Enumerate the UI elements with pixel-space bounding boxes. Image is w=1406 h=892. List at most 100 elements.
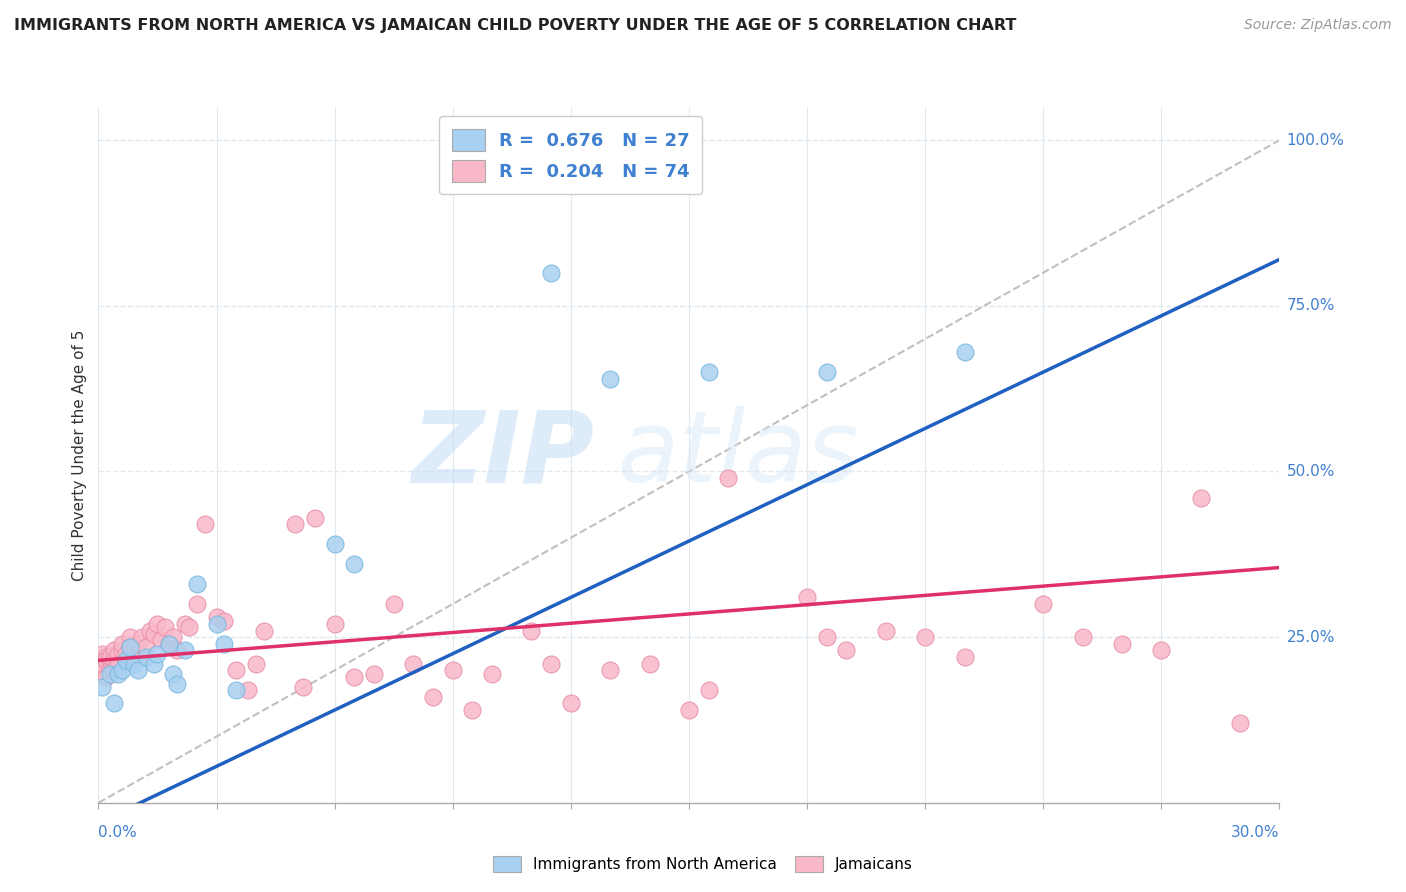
Point: [96, 670, 118, 684]
Text: atlas: atlas: [619, 407, 859, 503]
Point: [835, 643, 858, 657]
Point: [1229, 716, 1251, 731]
Point: [953, 345, 976, 359]
Point: [1111, 637, 1133, 651]
Point: [96, 650, 118, 665]
Point: [157, 637, 180, 651]
Point: [127, 637, 149, 651]
Point: [127, 650, 149, 665]
Point: [177, 620, 200, 634]
Point: [194, 517, 217, 532]
Point: [815, 365, 838, 379]
Point: [214, 637, 236, 651]
Point: [186, 577, 208, 591]
Point: [146, 647, 169, 661]
Point: [174, 643, 197, 657]
Point: [540, 266, 562, 280]
Point: [111, 637, 134, 651]
Point: [96, 653, 118, 667]
Text: ZIP: ZIP: [412, 407, 595, 503]
Text: 50.0%: 50.0%: [1286, 464, 1334, 479]
Point: [205, 610, 228, 624]
Point: [292, 680, 315, 694]
Point: [135, 640, 157, 654]
Point: [98, 666, 121, 681]
Point: [284, 517, 307, 532]
Point: [162, 666, 184, 681]
Point: [253, 624, 276, 638]
Point: [599, 372, 621, 386]
Text: 30.0%: 30.0%: [1232, 825, 1279, 840]
Point: [678, 703, 700, 717]
Point: [138, 624, 160, 638]
Point: [914, 630, 936, 644]
Point: [1150, 643, 1173, 657]
Point: [111, 643, 134, 657]
Point: [323, 537, 346, 551]
Point: [122, 657, 145, 671]
Legend: Immigrants from North America, Jamaicans: Immigrants from North America, Jamaicans: [485, 848, 921, 880]
Point: [599, 663, 621, 677]
Point: [186, 597, 208, 611]
Point: [150, 633, 173, 648]
Point: [118, 640, 141, 654]
Point: [815, 630, 838, 644]
Point: [91, 657, 114, 671]
Point: [1189, 491, 1212, 505]
Point: [98, 653, 121, 667]
Point: [115, 653, 138, 667]
Point: [127, 663, 149, 677]
Point: [461, 703, 484, 717]
Point: [174, 616, 197, 631]
Point: [225, 663, 247, 677]
Point: [363, 666, 385, 681]
Point: [98, 663, 121, 677]
Point: [91, 663, 114, 677]
Text: 0.0%: 0.0%: [98, 825, 138, 840]
Point: [103, 643, 125, 657]
Point: [422, 690, 444, 704]
Point: [103, 697, 125, 711]
Point: [560, 697, 582, 711]
Point: [115, 647, 138, 661]
Point: [953, 650, 976, 665]
Point: [135, 650, 157, 665]
Point: [717, 471, 740, 485]
Point: [146, 616, 169, 631]
Point: [98, 650, 121, 665]
Point: [103, 663, 125, 677]
Point: [520, 624, 543, 638]
Text: Source: ZipAtlas.com: Source: ZipAtlas.com: [1244, 18, 1392, 32]
Point: [107, 657, 129, 671]
Point: [142, 657, 165, 671]
Text: 100.0%: 100.0%: [1286, 133, 1344, 148]
Point: [166, 676, 188, 690]
Text: 25.0%: 25.0%: [1286, 630, 1334, 645]
Point: [481, 666, 503, 681]
Point: [214, 614, 236, 628]
Point: [155, 620, 177, 634]
Point: [91, 680, 114, 694]
Point: [697, 365, 720, 379]
Text: 75.0%: 75.0%: [1286, 298, 1334, 313]
Point: [118, 630, 141, 644]
Point: [162, 630, 184, 644]
Legend: R =  0.676   N = 27, R =  0.204   N = 74: R = 0.676 N = 27, R = 0.204 N = 74: [440, 116, 702, 194]
Text: IMMIGRANTS FROM NORTH AMERICA VS JAMAICAN CHILD POVERTY UNDER THE AGE OF 5 CORRE: IMMIGRANTS FROM NORTH AMERICA VS JAMAICA…: [14, 18, 1017, 33]
Point: [343, 670, 366, 684]
Y-axis label: Child Poverty Under the Age of 5: Child Poverty Under the Age of 5: [72, 329, 87, 581]
Point: [245, 657, 267, 671]
Point: [131, 630, 153, 644]
Point: [441, 663, 464, 677]
Point: [107, 666, 129, 681]
Point: [1071, 630, 1094, 644]
Point: [304, 511, 326, 525]
Point: [142, 627, 165, 641]
Point: [638, 657, 661, 671]
Point: [107, 647, 129, 661]
Point: [166, 643, 188, 657]
Point: [382, 597, 405, 611]
Point: [225, 683, 247, 698]
Point: [1032, 597, 1054, 611]
Point: [157, 637, 180, 651]
